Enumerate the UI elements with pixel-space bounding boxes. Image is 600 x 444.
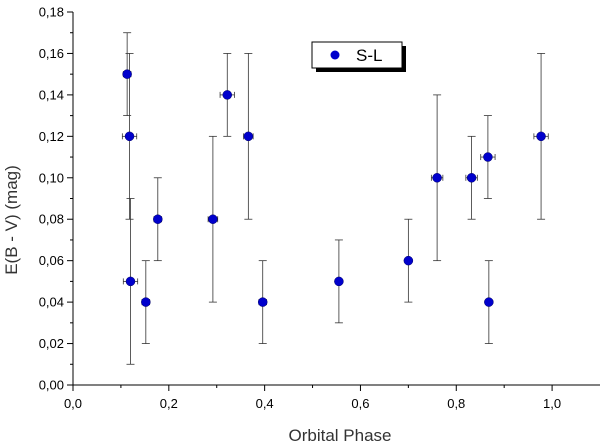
y-tick-label: 0,16 [39, 46, 64, 61]
legend-marker [330, 50, 340, 60]
y-tick-label: 0,02 [39, 336, 64, 351]
x-tick-label: 0,6 [351, 396, 369, 411]
y-tick-label: 0,18 [39, 5, 64, 20]
data-point [466, 173, 477, 183]
x-tick-label: 1,0 [543, 396, 561, 411]
y-tick-label: 0,14 [39, 87, 64, 102]
legend-label: S-L [356, 46, 382, 65]
y-tick-label: 0,10 [39, 170, 64, 185]
x-tick-label: 0,0 [64, 396, 82, 411]
data-point [334, 276, 344, 287]
y-tick-label: 0,06 [39, 253, 64, 268]
legend: S-L [311, 41, 406, 72]
data-point [484, 297, 494, 307]
x-axis-title: Orbital Phase [289, 426, 392, 444]
data-points [122, 69, 546, 307]
x-tick-label: 0,8 [447, 396, 465, 411]
data-point [536, 131, 546, 142]
tick-marks [67, 11, 553, 391]
data-point [125, 276, 136, 287]
x-tick-label: 0,4 [256, 396, 274, 411]
x-tick-labels: 0,0 0,2 0,4 0,6 0,8 1,0 [64, 396, 561, 411]
data-point [141, 297, 151, 307]
data-point [432, 173, 442, 183]
y-tick-label: 0,04 [39, 295, 64, 310]
legend-box [311, 41, 403, 69]
data-point [124, 131, 135, 142]
y-tick-label: 0,08 [39, 212, 64, 227]
data-point [153, 214, 163, 224]
y-tick-labels: 0,00 0,02 0,04 0,06 0,08 0,10 0,12 0,14 0,16 0,18 [39, 5, 64, 393]
data-point [257, 297, 268, 307]
data-point [122, 69, 132, 79]
data-point [403, 255, 414, 266]
data-point [483, 152, 493, 162]
data-point [222, 90, 233, 100]
y-tick-label: 0,00 [39, 378, 64, 393]
data-point [243, 131, 254, 142]
x-tick-label: 0,2 [160, 396, 178, 411]
y-axis-title: E(B - V) (mag) [2, 165, 21, 275]
data-point [208, 214, 218, 224]
y-tick-label: 0,12 [39, 129, 64, 144]
